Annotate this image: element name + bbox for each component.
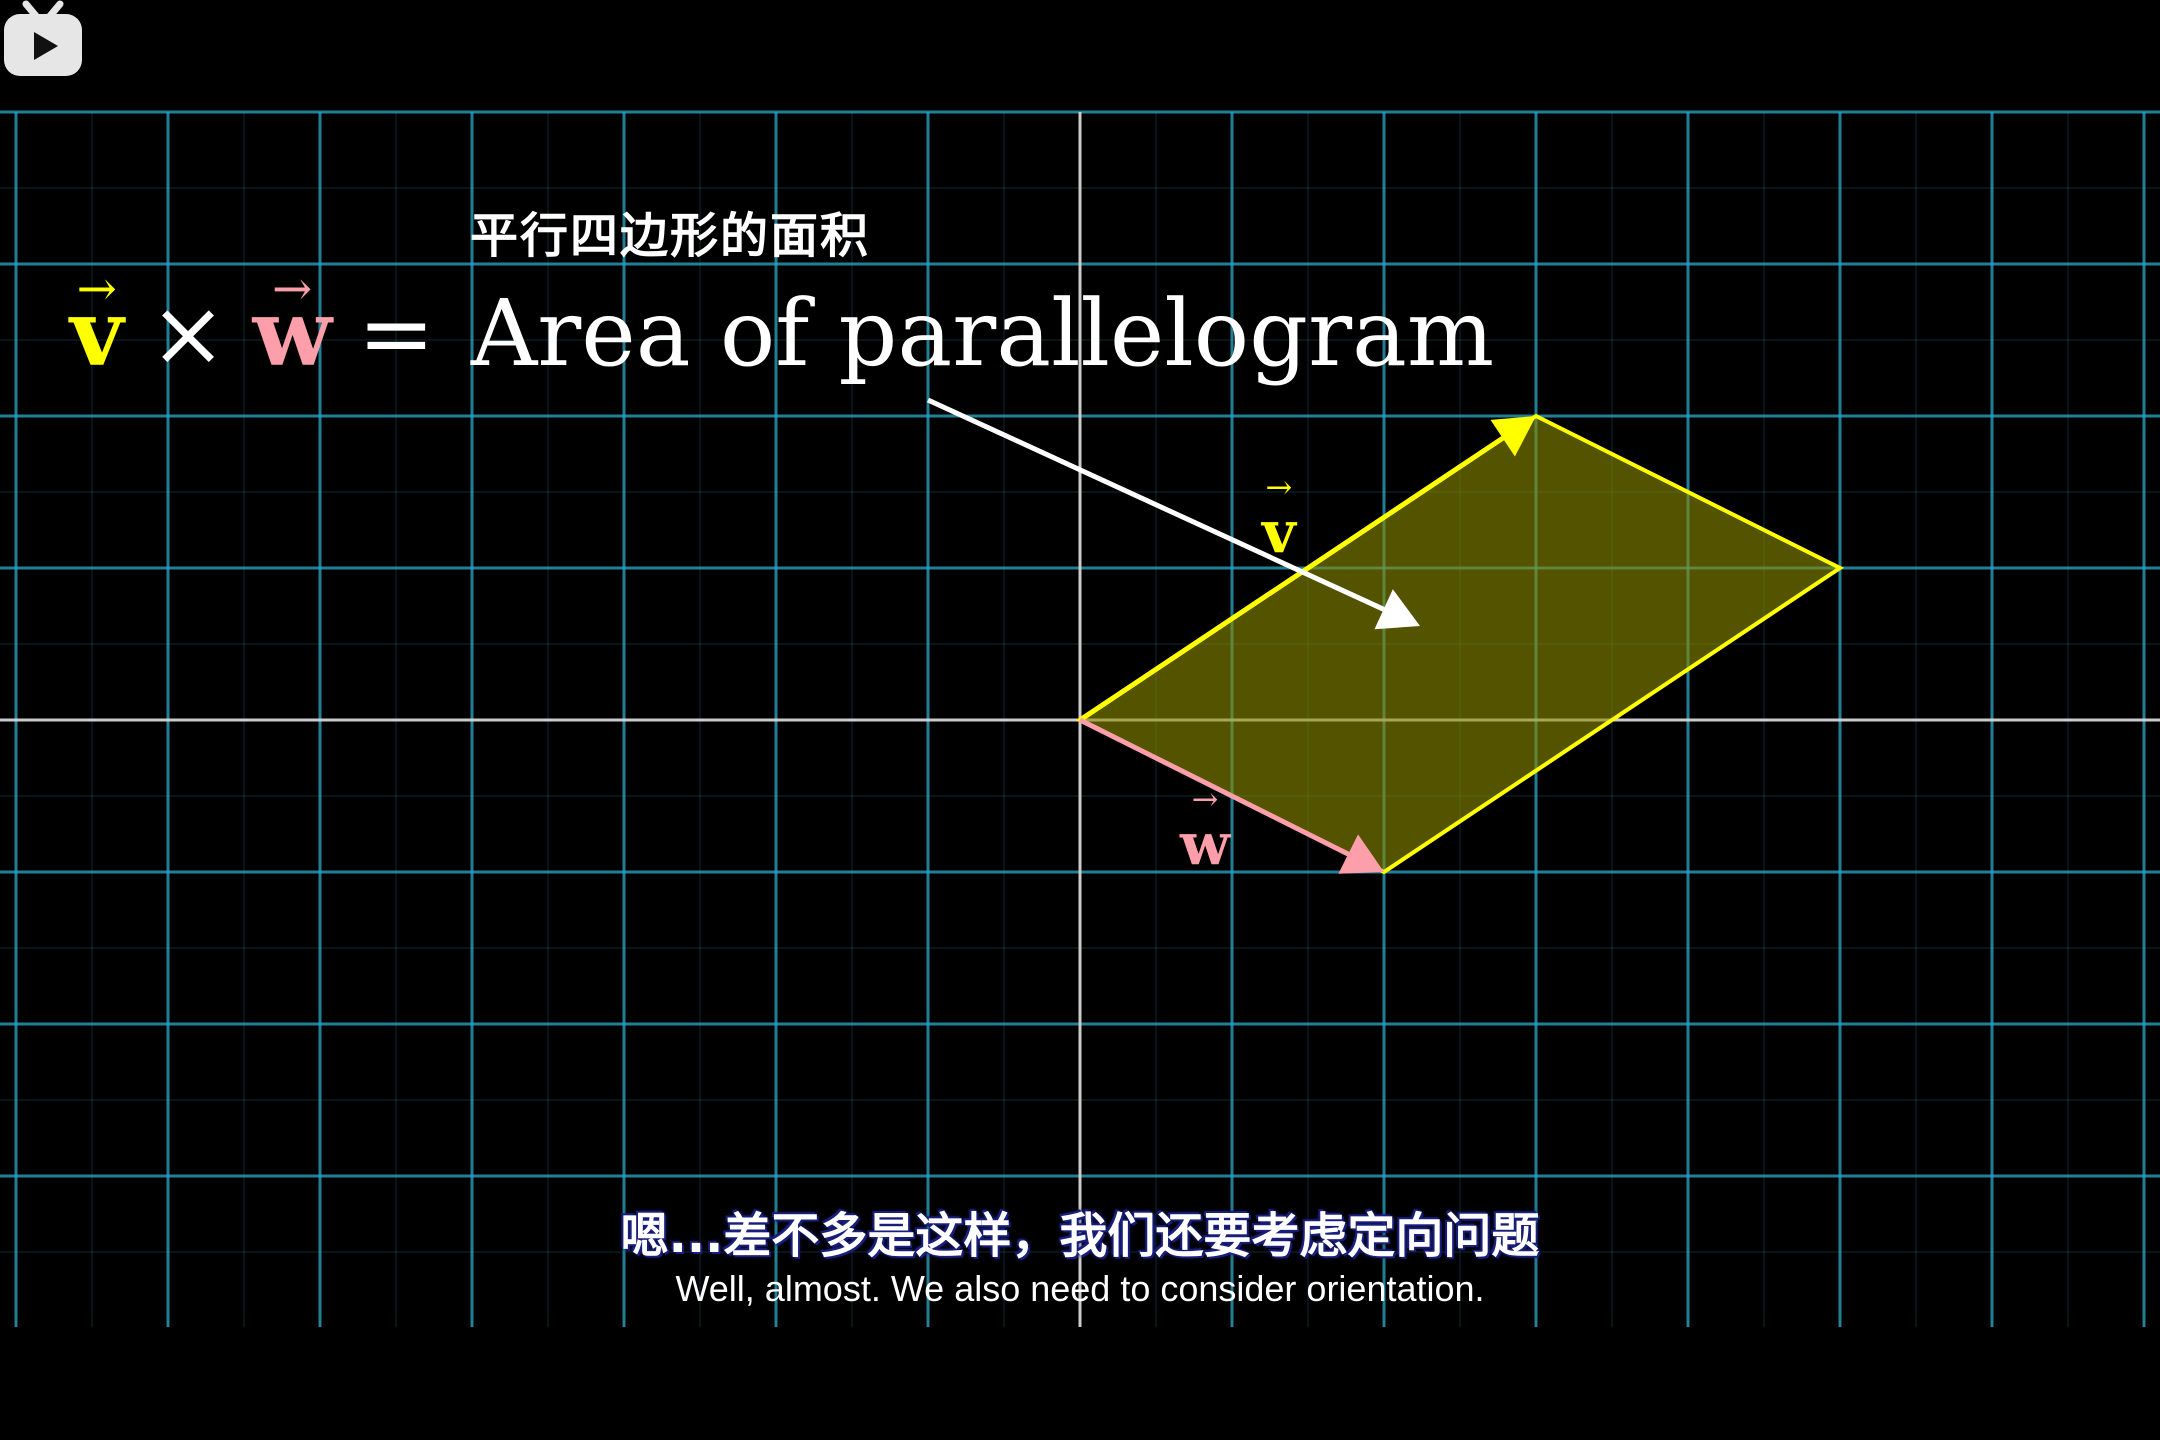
vector-arrow-icon: → (76, 261, 117, 317)
annotation-pointer-arrow-head (1374, 589, 1420, 630)
bilibili-tv-icon (4, 0, 82, 76)
vector-arrow-icon: → (1191, 780, 1219, 818)
annotation-pointer-arrow-shaft (926, 397, 1385, 612)
vector-w-arrow-head (1338, 834, 1384, 874)
subtitle-chinese: 嗯...差不多是这样，我们还要考虑定向问题 (620, 1208, 1540, 1264)
times-symbol: × (149, 280, 227, 387)
vector-w-label: → w (1180, 780, 1230, 878)
formula-vector-v: → v (70, 261, 123, 388)
title-chinese: 平行四边形的面积 (470, 208, 871, 264)
vector-v-arrow-shaft (1078, 436, 1505, 723)
cross-product-formula: → v × → w = Area of parallelogram (70, 261, 1495, 389)
formula-vector-w: → w (253, 261, 332, 388)
vector-v-label: → v (1262, 468, 1296, 566)
subtitle-english: Well, almost. We also need to consider o… (675, 1268, 1485, 1309)
formula-rhs: Area of parallelogram (470, 280, 1495, 387)
vector-w-arrow-shaft (1078, 717, 1350, 857)
vector-arrow-icon: → (272, 261, 313, 317)
equals-symbol: = (357, 280, 435, 387)
vector-v-arrow-head (1490, 416, 1536, 457)
vector-arrow-icon: → (1265, 468, 1293, 506)
